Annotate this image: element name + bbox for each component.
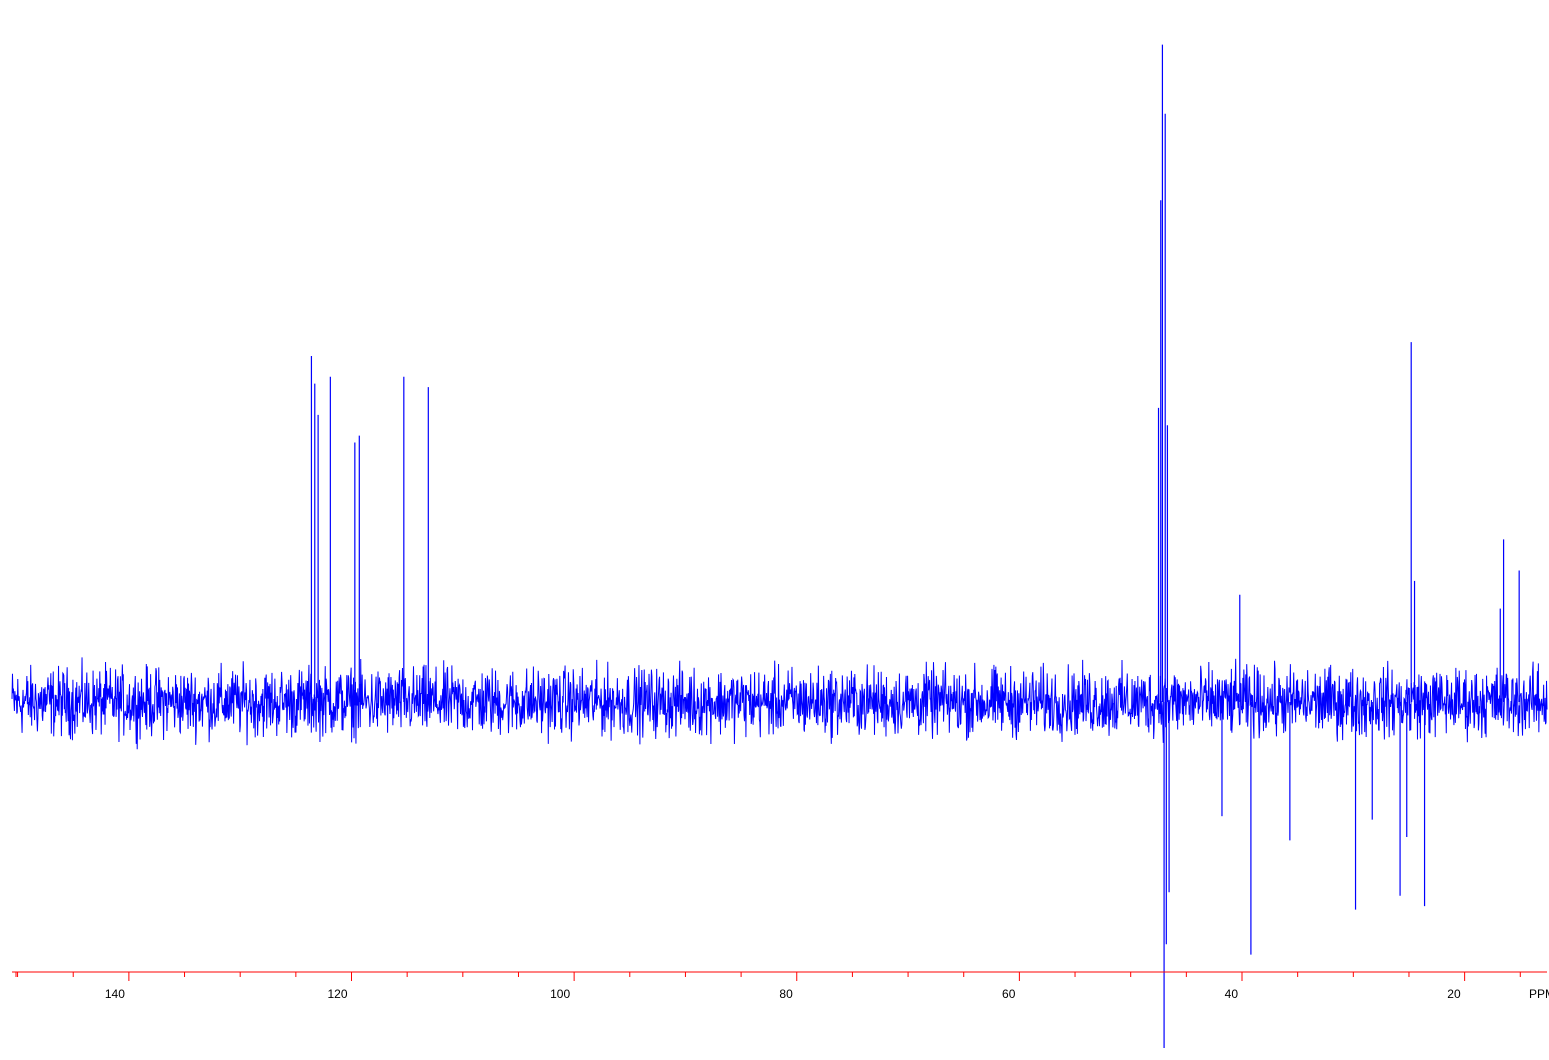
ppm-axis-unit-label: PPM (1529, 987, 1549, 1001)
ppm-tick-label: 80 (779, 987, 793, 1001)
ppm-tick-label: 140 (105, 987, 125, 1001)
spectrum-trace-layer (11, 657, 1548, 750)
ppm-axis-ticks: 140 120 100 80 60 40 20 (15, 972, 1521, 1001)
spectrum-noise-trace (11, 657, 1548, 750)
ppm-tick-label: 60 (1002, 987, 1016, 1001)
ppm-tick-label: 40 (1225, 987, 1239, 1001)
spectrum-peak-layer (310, 44, 1520, 1048)
ppm-tick-label: 20 (1447, 987, 1461, 1001)
ppm-tick-label: 120 (327, 987, 347, 1001)
ppm-axis: 140 120 100 80 60 40 20 PPM (12, 971, 1549, 1001)
ppm-tick-label: 100 (550, 987, 570, 1001)
